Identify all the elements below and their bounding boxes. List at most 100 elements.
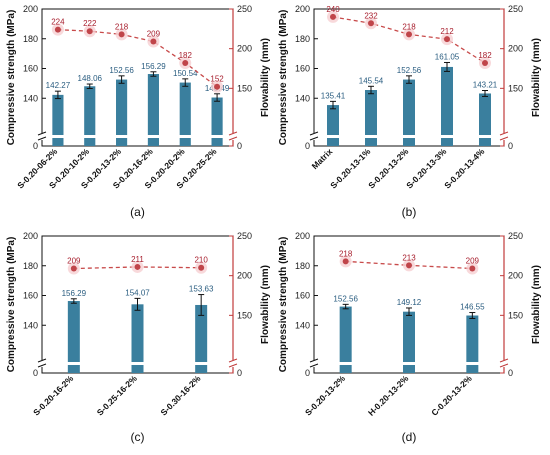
bar-value-label: 143.21 bbox=[473, 81, 498, 90]
y2-tick-label: 0 bbox=[508, 141, 513, 151]
panel-label: (d) bbox=[402, 430, 417, 444]
bar bbox=[147, 74, 159, 146]
flowability-value-label: 182 bbox=[478, 51, 492, 60]
y-tick-label: 140 bbox=[295, 320, 310, 330]
bar bbox=[211, 97, 223, 146]
bar-break-band bbox=[147, 135, 160, 138]
bar bbox=[339, 306, 352, 373]
axis-break-slash bbox=[37, 136, 47, 141]
bar bbox=[131, 304, 144, 373]
bar-value-label: 146.55 bbox=[460, 303, 485, 312]
axis-break-right bbox=[501, 360, 507, 367]
y2-tick-label: 150 bbox=[237, 310, 252, 320]
y-tick-label: 160 bbox=[295, 291, 310, 301]
bar bbox=[466, 315, 479, 373]
flowability-marker bbox=[342, 258, 349, 265]
y2-tick-label: 250 bbox=[237, 231, 252, 241]
y-tick-label: 140 bbox=[23, 320, 38, 330]
category-label: S-0.20-13-2% bbox=[303, 373, 347, 417]
axis-break-slash bbox=[309, 358, 319, 363]
bar bbox=[479, 93, 491, 146]
bar-value-label: 156.29 bbox=[141, 62, 166, 71]
flowability-value-label: 209 bbox=[147, 30, 161, 39]
bar-break-band bbox=[67, 362, 81, 365]
y-tick-label: 160 bbox=[23, 291, 38, 301]
flowability-value-label: 224 bbox=[51, 18, 65, 27]
flowability-value-label: 209 bbox=[466, 257, 480, 266]
y-axis-title: Compressive strength (MPa) bbox=[278, 10, 289, 146]
y-axis-title: Compressive strength (MPa) bbox=[278, 237, 289, 373]
panel-label: (c) bbox=[131, 430, 145, 444]
bar-value-label: 153.63 bbox=[189, 285, 214, 294]
axis-break-slash bbox=[499, 358, 509, 363]
axis-break-left bbox=[39, 360, 45, 367]
y-tick-label: 180 bbox=[23, 34, 38, 44]
flowability-value-label: 240 bbox=[326, 5, 340, 14]
y-tick-label: 140 bbox=[295, 93, 310, 103]
axis-break-left bbox=[311, 133, 317, 140]
bar bbox=[441, 66, 453, 146]
axis-break-slash bbox=[499, 363, 509, 368]
flowability-value-label: 211 bbox=[131, 255, 144, 264]
bar-break-band bbox=[211, 135, 224, 138]
axis-break-right bbox=[230, 133, 236, 140]
bar-value-label: 142.27 bbox=[46, 81, 71, 90]
bar-break-band bbox=[115, 135, 128, 138]
bar-break-band bbox=[131, 362, 144, 365]
flowability-marker bbox=[214, 83, 221, 90]
bar bbox=[403, 311, 415, 373]
panel-a: 01401601802000150200250142.27S-0.20-06-2… bbox=[6, 4, 271, 219]
bar-break-band bbox=[51, 135, 64, 138]
flowability-value-label: 152 bbox=[210, 75, 224, 84]
bar-break-band bbox=[440, 135, 454, 138]
panel-label: (a) bbox=[130, 205, 145, 219]
y2-tick-label: 0 bbox=[237, 141, 242, 151]
axis-break-right bbox=[501, 133, 507, 140]
axis-break-slash bbox=[309, 131, 319, 136]
y2-tick-label: 150 bbox=[508, 83, 523, 93]
category-label: Matrix bbox=[310, 146, 335, 171]
axis-break-slash bbox=[309, 363, 319, 368]
axis-break-slash bbox=[309, 136, 319, 141]
bar bbox=[195, 304, 208, 373]
y2-axis-title: Flowability (mm) bbox=[531, 38, 542, 117]
axis-break-left bbox=[311, 360, 317, 367]
axis-break-slash bbox=[228, 131, 238, 136]
panel-label: (b) bbox=[402, 205, 417, 219]
category-label: C-0.20-13-2% bbox=[429, 373, 474, 418]
axis-break-left bbox=[39, 133, 45, 140]
flowability-marker bbox=[86, 28, 93, 35]
flowability-line bbox=[57, 28, 218, 88]
bar bbox=[403, 79, 415, 146]
bar-break-band bbox=[364, 135, 378, 138]
axis-break-slash bbox=[37, 358, 47, 363]
y2-axis-title: Flowability (mm) bbox=[531, 265, 542, 344]
bar-value-label: 150.54 bbox=[173, 69, 198, 78]
bar bbox=[52, 94, 64, 146]
y-tick-label: 140 bbox=[23, 93, 38, 103]
flowability-value-label: 182 bbox=[179, 51, 193, 60]
flowability-value-label: 218 bbox=[339, 249, 353, 258]
y-tick-label: 160 bbox=[23, 64, 38, 74]
flowability-marker bbox=[70, 265, 77, 272]
bar bbox=[179, 82, 191, 146]
axis-break-slash bbox=[499, 136, 509, 141]
y2-tick-label: 150 bbox=[237, 83, 252, 93]
bar-value-label: 152.56 bbox=[333, 294, 358, 303]
axis-break-slash bbox=[228, 136, 238, 141]
y-tick-label: 200 bbox=[295, 231, 310, 241]
flowability-value-label: 218 bbox=[402, 22, 416, 31]
bar-break-band bbox=[326, 135, 340, 138]
flowability-marker bbox=[54, 26, 61, 33]
y2-tick-label: 200 bbox=[508, 271, 523, 281]
y-tick-label: 180 bbox=[23, 261, 38, 271]
axis-break-slash bbox=[37, 363, 47, 368]
y2-tick-label: 250 bbox=[508, 4, 523, 14]
y-axis-title: Compressive strength (MPa) bbox=[6, 237, 17, 373]
flowability-value-label: 213 bbox=[402, 253, 416, 262]
flowability-value-label: 218 bbox=[115, 22, 129, 31]
category-label: H-0.20-13-2% bbox=[366, 373, 411, 418]
bar-break-band bbox=[179, 135, 192, 138]
axis-break-slash bbox=[37, 131, 47, 136]
flowability-value-label: 209 bbox=[67, 257, 81, 266]
